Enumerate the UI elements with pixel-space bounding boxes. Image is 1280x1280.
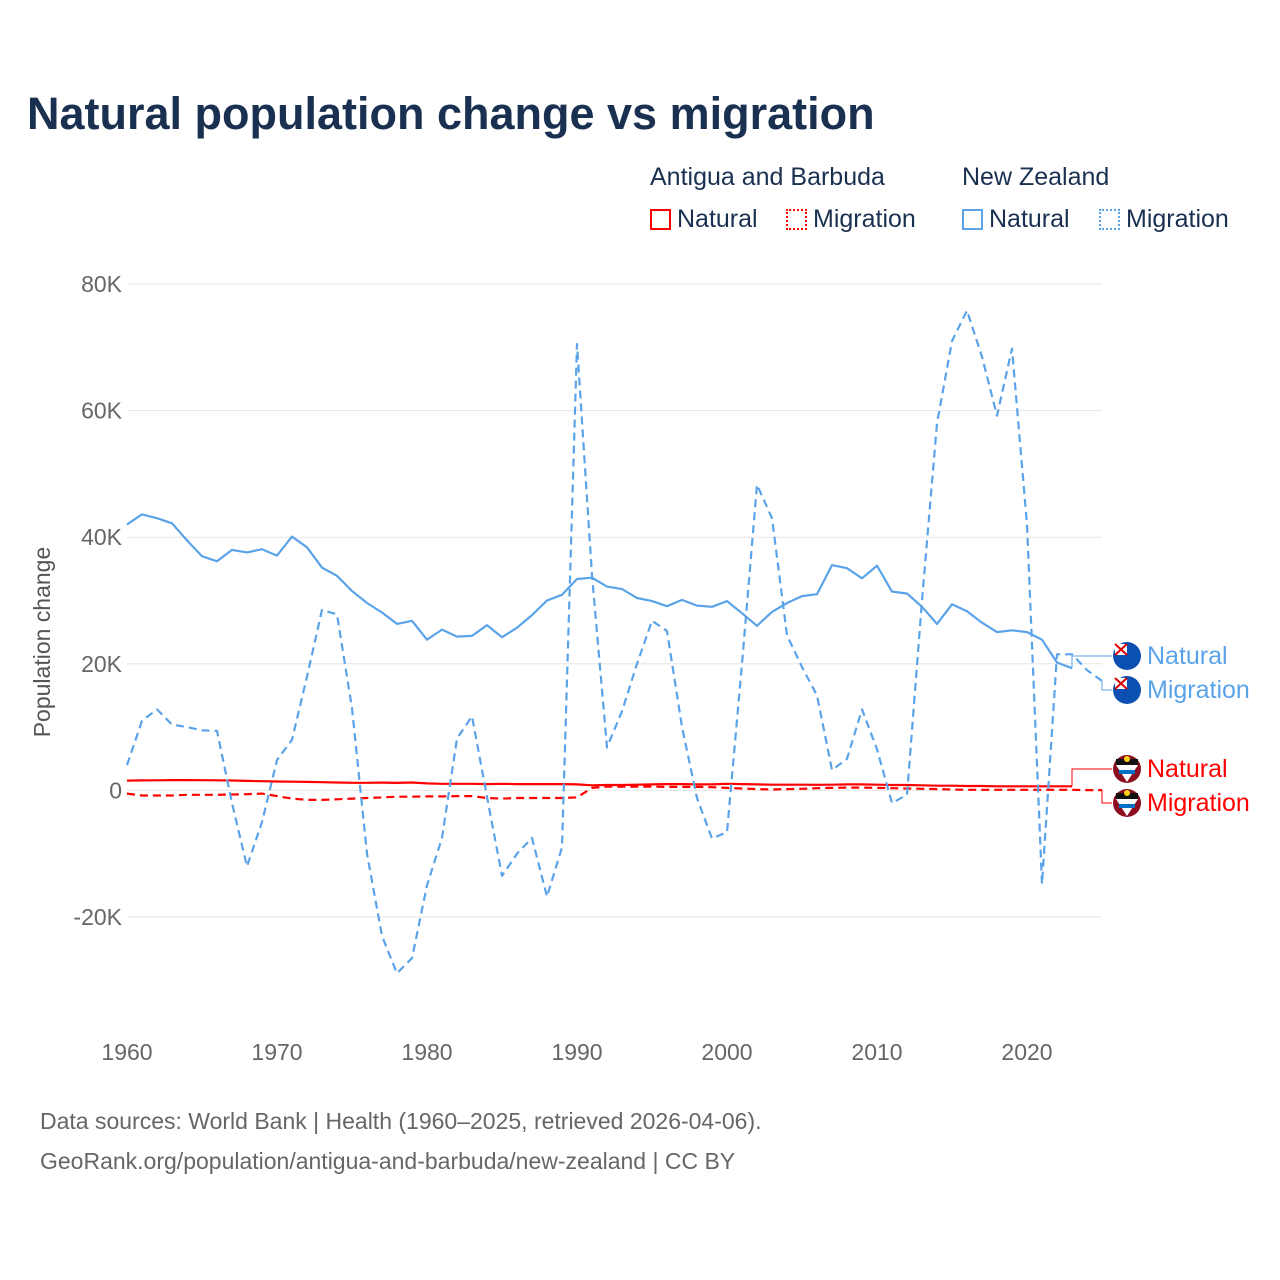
legend-label: Natural (677, 205, 758, 233)
footer-link[interactable]: GeoRank.org/population/antigua-and-barbu… (40, 1148, 736, 1174)
legend-swatch-dotted (1099, 209, 1120, 230)
flag-cross (1114, 643, 1128, 656)
x-tick-label: 1960 (101, 1039, 152, 1065)
legend-swatch-dotted (786, 209, 807, 230)
flag-blue-band (1119, 770, 1135, 774)
legend-antigua-migration[interactable]: Migration (786, 205, 916, 234)
label-connector (1071, 655, 1112, 669)
legend-group-new-zealand: New Zealand (962, 163, 1110, 191)
y-tick-label: -20K (73, 904, 122, 930)
y-tick-label: 80K (81, 271, 123, 297)
flag-cross (1114, 677, 1128, 690)
flag-blue-band (1119, 804, 1135, 808)
legend-swatch-solid (962, 209, 983, 230)
x-tick-label: 1990 (551, 1039, 602, 1065)
label-connector (1101, 680, 1112, 691)
y-tick-label: 20K (81, 651, 123, 677)
legend-nz-natural[interactable]: Natural (962, 205, 1070, 234)
legend-group-antigua: Antigua and Barbuda (650, 163, 885, 191)
y-tick-label: 0 (109, 777, 122, 803)
series-end-label: Natural (1147, 755, 1228, 783)
label-connector (1101, 790, 1112, 804)
series-line-new-zealand-natural (126, 513, 1073, 670)
chart-title: Natural population change vs migration (27, 88, 875, 139)
legend-label: Natural (989, 205, 1070, 233)
series-line-new-zealand-migration (125, 309, 1103, 975)
series-end-label: Migration (1147, 676, 1250, 704)
y-axis-label: Population change (29, 547, 55, 738)
flag-sun (1124, 790, 1130, 796)
legend-swatch-solid (650, 209, 671, 230)
x-tick-label: 1970 (251, 1039, 302, 1065)
label-connector (1071, 768, 1112, 787)
footer-sources: Data sources: World Bank | Health (1960–… (40, 1108, 762, 1134)
legend-label: Migration (1126, 205, 1229, 233)
y-tick-label: 40K (81, 524, 123, 550)
series-line-antigua-and-barbuda-natural (126, 778, 1072, 788)
legend-antigua-natural[interactable]: Natural (650, 205, 758, 234)
legend-label: Migration (813, 205, 916, 233)
x-tick-label: 1980 (401, 1039, 452, 1065)
series-end-label: Migration (1147, 789, 1250, 817)
series-line-antigua-and-barbuda-migration (126, 785, 1102, 802)
flag-sun (1124, 756, 1130, 762)
x-tick-label: 2000 (701, 1039, 752, 1065)
x-tick-label: 2020 (1001, 1039, 1052, 1065)
legend-nz-migration[interactable]: Migration (1099, 205, 1229, 234)
x-tick-label: 2010 (851, 1039, 902, 1065)
y-tick-label: 60K (81, 398, 123, 424)
series-end-label: Natural (1147, 642, 1228, 670)
